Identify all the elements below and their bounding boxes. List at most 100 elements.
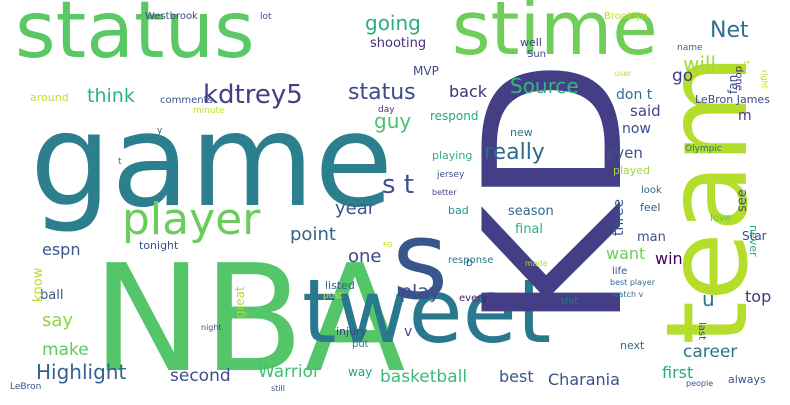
word-lot: lot xyxy=(260,12,272,22)
word-d: D xyxy=(466,259,473,269)
word-way: way xyxy=(348,365,373,379)
word-basketball: basketball xyxy=(380,367,468,387)
word-brooklyn: Brooklyn xyxy=(604,11,648,22)
word-tweet: tweet xyxy=(302,260,552,363)
word-net: Net xyxy=(710,18,749,43)
word-year: year xyxy=(335,198,376,219)
word-response: response xyxy=(448,255,494,266)
word-status-large: status xyxy=(15,0,255,76)
word-will: will xyxy=(683,52,717,76)
word-ball: ball xyxy=(40,288,64,303)
word-game: game xyxy=(30,87,394,236)
word-user: user xyxy=(614,69,632,78)
word-point: point xyxy=(290,224,336,245)
word-source: Source xyxy=(510,74,579,98)
word-put: put xyxy=(352,339,369,350)
word-new: new xyxy=(510,126,533,139)
word-t-small: t xyxy=(118,157,122,167)
word-fg: FG xyxy=(383,241,393,249)
word-dont: don t xyxy=(616,87,653,103)
word-star: Star xyxy=(742,229,767,243)
word-made: made xyxy=(525,259,548,268)
word-look: look xyxy=(641,185,662,196)
word-play: play xyxy=(400,281,441,303)
word-highlight: Highlight xyxy=(36,360,127,384)
word-career: career xyxy=(683,342,738,362)
word-jersey: jersey xyxy=(437,170,465,180)
word-make: make xyxy=(42,340,89,360)
word-great: great xyxy=(233,286,247,318)
word-s-t: s t xyxy=(382,170,415,200)
word-people: people xyxy=(686,379,714,388)
word-shooting: shooting xyxy=(370,36,427,51)
word-nba: NBA xyxy=(92,233,406,405)
word-go: go xyxy=(672,66,694,86)
word-status-medium: status xyxy=(348,80,416,105)
word-best: best xyxy=(499,367,534,386)
word-playing: playing xyxy=(432,149,473,162)
word-want: want xyxy=(606,244,646,263)
word-u: u xyxy=(702,287,715,311)
word-sun: Sun xyxy=(527,49,547,60)
word-life: life xyxy=(612,266,628,277)
word-done: done xyxy=(733,66,744,91)
word-said: said xyxy=(630,102,661,120)
word-back: back xyxy=(449,82,488,101)
word-v: v xyxy=(404,324,413,340)
word-lebron: LeBron xyxy=(10,382,42,392)
word-next: next xyxy=(620,339,645,352)
word-guy: guy xyxy=(374,109,412,133)
word-going: going xyxy=(365,11,421,35)
word-charania: Charania xyxy=(548,370,620,389)
word-warrior: Warrior xyxy=(258,362,320,382)
word-right: right xyxy=(760,70,769,89)
word-around: around xyxy=(30,91,69,104)
word-last: last xyxy=(696,322,707,341)
word-one: one xyxy=(348,246,382,267)
word-listed: listed xyxy=(325,279,355,292)
word-really: really xyxy=(484,140,545,165)
word-know: know xyxy=(31,267,46,302)
word-day: day xyxy=(378,105,395,115)
word-still: still xyxy=(271,384,285,393)
word-man: man xyxy=(637,230,666,245)
word-better: better xyxy=(432,188,457,197)
word-never: never xyxy=(747,225,760,257)
word-second: second xyxy=(170,366,231,386)
word-even: even xyxy=(606,144,643,162)
word-feel: feel xyxy=(640,201,661,214)
word-season: season xyxy=(508,204,554,219)
word-first: first xyxy=(662,363,694,382)
word-bad: bad xyxy=(448,204,469,217)
word-night: night xyxy=(201,323,222,332)
word-tonight: tonight xyxy=(139,239,179,252)
word-comments: comments xyxy=(160,95,213,106)
word-top: top xyxy=(745,287,772,306)
word-minute: minute xyxy=(193,106,225,116)
word-m: m xyxy=(738,108,752,124)
word-win: win xyxy=(655,249,683,268)
word-player: player xyxy=(122,194,261,245)
word-played: played xyxy=(613,164,651,177)
word-well: well xyxy=(520,36,542,49)
word-lebron-james: LeBron James xyxy=(695,93,770,106)
word-olympic: Olympic xyxy=(685,144,722,154)
word-watch-v: watch v xyxy=(612,290,644,299)
word-s-large: s xyxy=(392,199,449,324)
word-best-player: best player xyxy=(610,278,655,287)
word-kdtrey5: kdtrey5 xyxy=(203,80,303,110)
word-think: think xyxy=(87,85,135,107)
word-name: name xyxy=(677,43,703,53)
word-respond: respond xyxy=(430,109,479,123)
word-three: three xyxy=(611,198,627,236)
word-t-vertical: t xyxy=(742,61,751,65)
word-shit: shit xyxy=(560,296,579,307)
word-say: say xyxy=(42,310,74,331)
word-stime: stime xyxy=(452,0,658,72)
word-post: post xyxy=(323,291,343,301)
word-every: every xyxy=(459,293,488,304)
word-mvp: MVP xyxy=(413,64,439,78)
word-injury: injury xyxy=(336,325,368,338)
word-see: see xyxy=(735,189,750,212)
